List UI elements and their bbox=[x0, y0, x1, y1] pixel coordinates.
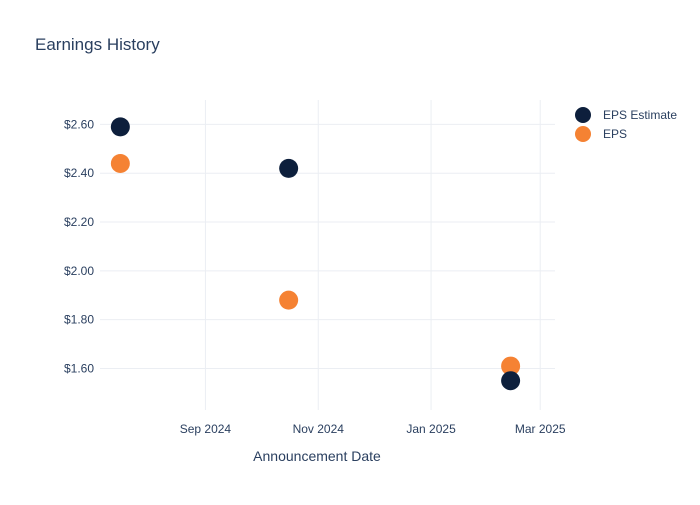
y-tick-label: $1.60 bbox=[64, 362, 94, 376]
eps-estimate-point bbox=[501, 371, 521, 391]
x-tick-label: Sep 2024 bbox=[180, 422, 232, 436]
grid-lines bbox=[100, 100, 555, 410]
eps-point bbox=[279, 290, 299, 310]
x-axis-ticks: Sep 2024 Nov 2024 Jan 2025 Mar 2025 bbox=[180, 422, 566, 436]
x-tick-label: Jan 2025 bbox=[406, 422, 456, 436]
x-axis-title: Announcement Date bbox=[253, 448, 381, 464]
y-tick-label: $2.00 bbox=[64, 264, 94, 278]
legend-marker-eps-estimate bbox=[575, 107, 591, 123]
y-tick-label: $2.20 bbox=[64, 215, 94, 229]
eps-estimate-point bbox=[279, 158, 299, 178]
legend-label-eps: EPS bbox=[603, 127, 627, 141]
eps-point bbox=[501, 356, 521, 376]
legend-marker-eps bbox=[575, 126, 591, 142]
chart-title: Earnings History bbox=[35, 35, 160, 54]
y-tick-label: $1.80 bbox=[64, 313, 94, 327]
y-axis-ticks: $1.60 $1.80 $2.00 $2.20 $2.40 $2.60 bbox=[64, 117, 94, 375]
data-points bbox=[110, 117, 521, 391]
eps-point bbox=[110, 153, 130, 173]
y-tick-label: $2.40 bbox=[64, 166, 94, 180]
y-tick-label: $2.60 bbox=[64, 117, 94, 131]
legend-label-eps-estimate: EPS Estimate bbox=[603, 108, 677, 122]
legend: EPS Estimate EPS bbox=[575, 107, 677, 142]
eps-estimate-point bbox=[110, 117, 130, 137]
x-tick-label: Nov 2024 bbox=[293, 422, 345, 436]
x-tick-label: Mar 2025 bbox=[515, 422, 566, 436]
